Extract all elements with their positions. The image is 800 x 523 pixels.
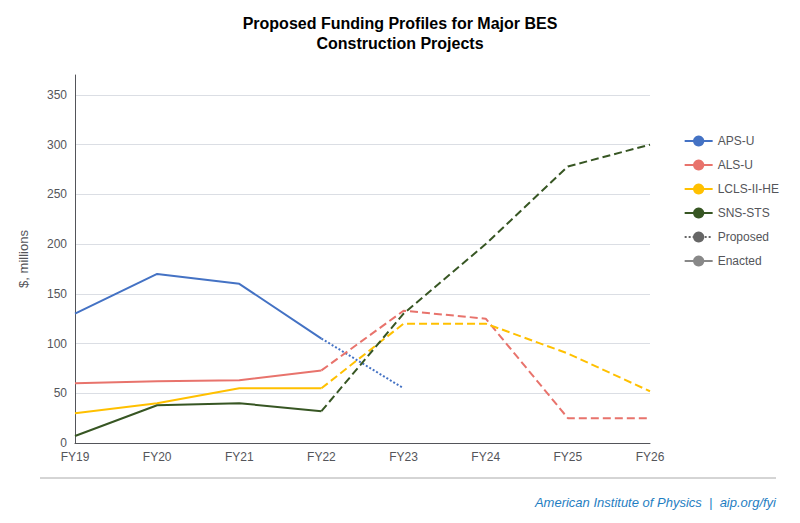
svg-text:FY19: FY19 — [61, 450, 90, 464]
svg-text:APS-U: APS-U — [718, 134, 755, 148]
svg-text:LCLS-II-HE: LCLS-II-HE — [718, 182, 779, 196]
svg-text:Construction Projects: Construction Projects — [316, 35, 483, 52]
svg-text:FY22: FY22 — [307, 450, 336, 464]
svg-text:Enacted: Enacted — [718, 254, 762, 268]
svg-text:250: 250 — [47, 187, 67, 201]
svg-text:50: 50 — [54, 386, 68, 400]
svg-text:$, millions: $, millions — [16, 230, 31, 288]
svg-text:FY20: FY20 — [143, 450, 172, 464]
svg-text:300: 300 — [47, 138, 67, 152]
svg-text:150: 150 — [47, 287, 67, 301]
svg-text:FY26: FY26 — [636, 450, 665, 464]
svg-text:FY23: FY23 — [389, 450, 418, 464]
svg-text:200: 200 — [47, 237, 67, 251]
svg-text:Proposed Funding Profiles for: Proposed Funding Profiles for Major BES — [243, 15, 558, 32]
svg-text:Proposed: Proposed — [718, 230, 769, 244]
svg-text:FY24: FY24 — [471, 450, 500, 464]
svg-text:ALS-U: ALS-U — [718, 158, 753, 172]
svg-text:0: 0 — [60, 436, 67, 450]
svg-text:American Institute of Physics: American Institute of Physics | aip.org/… — [534, 495, 777, 510]
svg-text:100: 100 — [47, 337, 67, 351]
svg-text:FY25: FY25 — [554, 450, 583, 464]
svg-text:350: 350 — [47, 88, 67, 102]
svg-text:SNS-STS: SNS-STS — [718, 206, 770, 220]
svg-text:FY21: FY21 — [225, 450, 254, 464]
